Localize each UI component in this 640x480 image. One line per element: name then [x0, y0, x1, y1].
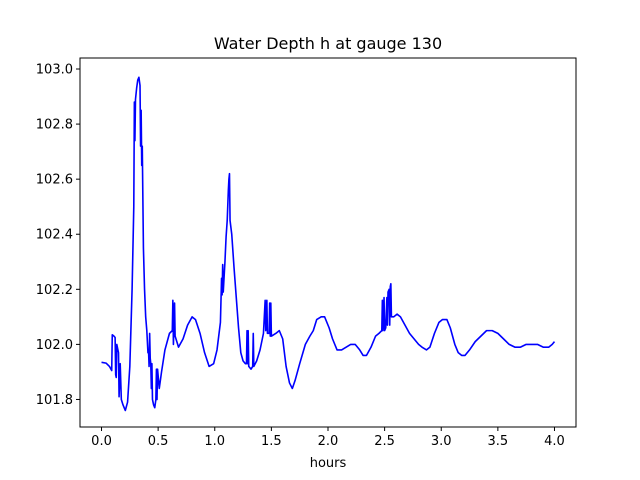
- x-tick-label: 2.5: [374, 434, 395, 449]
- plot-frame: [79, 57, 577, 428]
- y-tick-label: 102.8: [36, 118, 73, 133]
- x-axis-label: hours: [310, 456, 347, 471]
- y-tick-label: 102.4: [36, 228, 73, 243]
- y-tick-label: 101.8: [36, 393, 73, 408]
- y-tick-label: 103.0: [36, 63, 73, 78]
- x-tick-label: 1.0: [204, 434, 225, 449]
- x-tick-label: 0.0: [91, 434, 112, 449]
- y-tick-label: 102.6: [36, 173, 73, 188]
- water-depth-series-line: [101, 76, 556, 412]
- chart-title: Water Depth h at gauge 130: [214, 34, 442, 53]
- y-tick-label: 102.2: [36, 283, 73, 298]
- x-tick-label: 3.5: [488, 434, 509, 449]
- y-axis-ticks: 101.8 102.0 102.2 102.4 102.6 102.8 103.0: [36, 63, 80, 408]
- x-tick-label: 2.0: [318, 434, 339, 449]
- x-tick-label: 3.0: [431, 434, 452, 449]
- y-tick-label: 102.0: [36, 338, 73, 353]
- x-tick-label: 4.0: [544, 434, 565, 449]
- x-tick-label: 0.5: [148, 434, 169, 449]
- x-tick-label: 1.5: [261, 434, 282, 449]
- x-axis-ticks: 0.0 0.5 1.0 1.5 2.0 2.5 3.0 3.5 4.0: [91, 427, 565, 449]
